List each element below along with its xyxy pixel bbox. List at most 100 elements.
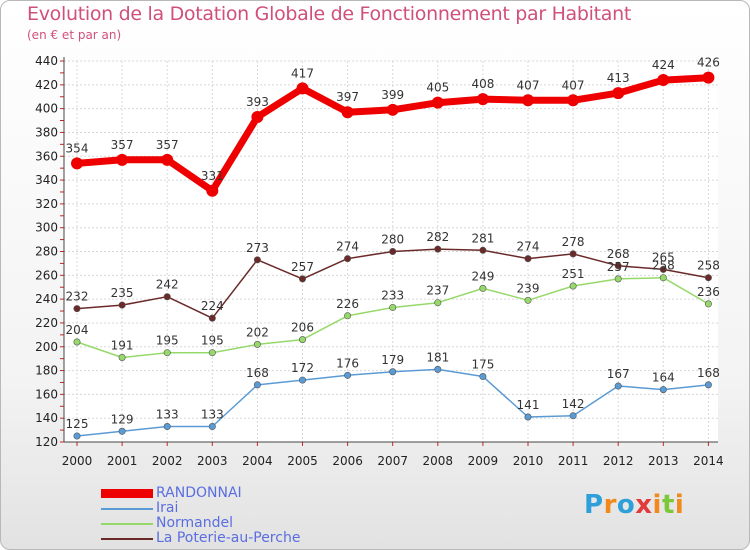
data-point [434,299,442,307]
data-label: 258 [652,259,675,273]
data-label: 167 [607,367,630,381]
data-point [208,423,216,431]
data-label: 282 [426,230,449,244]
data-point [116,153,129,166]
data-point [253,381,261,389]
data-label: 179 [381,353,404,367]
data-point [524,255,532,263]
data-label: 195 [201,334,224,348]
data-label: 164 [652,371,675,385]
x-tick-label: 2004 [242,454,273,468]
data-label: 258 [697,259,720,273]
data-point [479,284,487,292]
data-label: 393 [246,95,269,109]
y-tick-label: 280 [35,245,58,259]
data-label: 142 [562,397,585,411]
legend-label: RANDONNAI [156,485,242,501]
data-point [476,93,489,106]
data-point [389,368,397,376]
data-point [73,432,81,440]
x-tick-label: 2010 [513,454,544,468]
data-label: 204 [66,323,89,337]
legend-swatch [101,523,153,525]
data-label: 202 [246,325,269,339]
data-labels: 125 129 133 133 168 172 176 179 181 175 141 142 167 1… [66,56,720,431]
data-label: 413 [607,71,630,85]
data-label: 281 [471,231,494,245]
data-label: 273 [246,241,269,255]
y-tick-label: 260 [35,268,58,282]
y-tick-label: 160 [35,387,58,401]
data-label: 399 [381,88,404,102]
logo-letter: i [674,490,685,520]
y-tick-label: 140 [35,411,58,425]
axes [60,57,718,446]
data-label: 331 [201,169,224,183]
data-label: 278 [562,235,585,249]
y-tick-label: 240 [35,292,58,306]
x-tick-label: 2008 [423,454,454,468]
data-label: 133 [201,408,224,422]
data-label: 397 [336,90,359,104]
data-point [614,382,622,390]
data-point [569,282,577,290]
x-tick-label: 2000 [62,454,93,468]
data-point [344,312,352,320]
x-tick-label: 2006 [332,454,363,468]
data-point [161,153,174,166]
data-label: 408 [471,77,494,91]
legend-label: La Poterie-au-Perche [156,530,301,546]
data-point [614,262,622,270]
x-tick-label: 2011 [558,454,589,468]
data-point [206,184,219,197]
data-point [386,103,399,116]
data-label: 181 [426,350,449,364]
data-label: 233 [381,288,404,302]
logo-letter: i [652,490,662,520]
data-point [479,373,487,381]
data-label: 257 [291,260,314,274]
y-tick-label: 440 [35,54,58,68]
data-point [567,94,580,107]
data-point [73,305,81,313]
data-label: 235 [111,286,134,300]
x-tick-label: 2002 [152,454,183,468]
data-point [341,106,354,119]
chart-subtitle: (en € et par an) [27,28,122,42]
data-label: 176 [336,356,359,370]
legend-swatch [101,489,153,498]
data-label: 249 [471,269,494,283]
data-label: 237 [426,284,449,298]
data-label: 236 [697,285,720,299]
data-point [614,275,622,283]
data-point [704,300,712,308]
data-label: 265 [652,250,675,264]
data-point [659,386,667,394]
x-tick-label: 2012 [603,454,634,468]
y-tick-label: 340 [35,173,58,187]
data-point [569,250,577,258]
data-label: 206 [291,321,314,335]
data-point [434,365,442,373]
data-point [389,303,397,311]
x-tick-label: 2005 [287,454,318,468]
y-tick-label: 400 [35,102,58,116]
y-tick-label: 300 [35,221,58,235]
data-point [296,82,309,95]
data-label: 357 [156,138,179,152]
data-point [298,275,306,283]
data-point [163,423,171,431]
data-label: 195 [156,334,179,348]
y-tick-label: 220 [35,316,58,330]
data-point [522,94,534,107]
data-label: 354 [66,141,89,155]
data-label: 191 [111,338,134,352]
x-tick-label: 2001 [107,454,138,468]
data-point [704,274,712,282]
data-label: 226 [336,297,359,311]
data-point [659,274,667,282]
data-point [612,87,625,100]
legend-swatch [101,538,153,540]
data-point [657,74,670,87]
